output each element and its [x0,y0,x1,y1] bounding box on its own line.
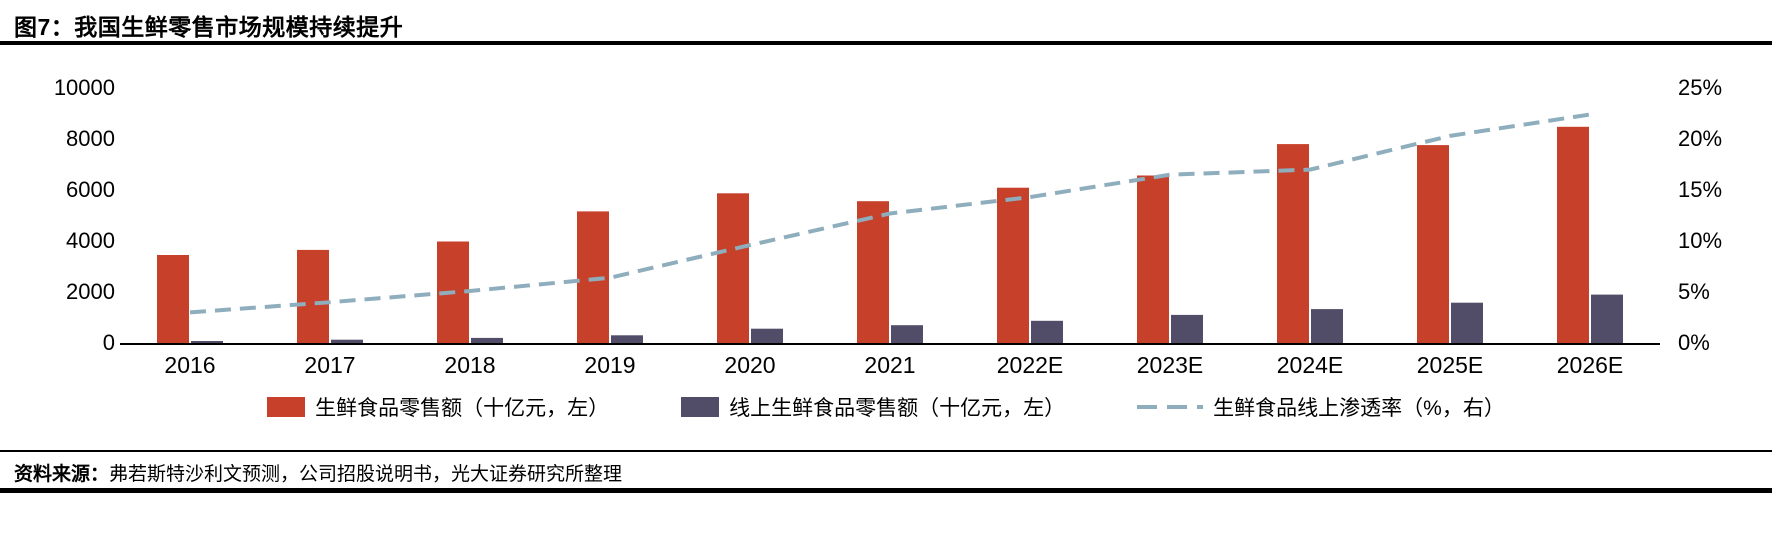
bar-online-retail [1171,314,1203,343]
x-axis-category-label: 2020 [724,352,776,378]
bar-online-retail [611,335,643,343]
legend-label-online-retail: 线上生鲜食品零售额（十亿元，左） [729,397,1066,420]
bar-online-retail [471,337,503,343]
bar-fresh-retail [717,193,749,343]
legend-label-penetration: 生鲜食品线上渗透率（%，右） [1213,397,1505,420]
bar-online-retail [891,325,923,343]
bar-fresh-retail [997,187,1029,343]
left-axis-tick-label: 6000 [66,177,115,202]
x-axis-category-label: 2021 [864,352,916,378]
legend-label-fresh-retail: 生鲜食品零售额（十亿元，左） [315,397,610,420]
legend-swatch-fresh-bar-icon [267,397,306,417]
x-axis-category-label: 2026E [1556,352,1624,378]
x-axis-category-label: 2019 [584,352,636,378]
source-text: 弗若斯特沙利文预测，公司招股说明书，光大证券研究所整理 [109,464,623,485]
bar-fresh-retail [1417,145,1449,343]
right-axis-tick-label: 10% [1678,228,1723,253]
source-label: 资料来源： [14,464,110,485]
right-axis-tick-label: 20% [1678,126,1723,151]
legend-item-fresh-retail: 生鲜食品零售额（十亿元，左） [267,392,609,422]
legend-swatch-dashed-line-icon [1137,405,1204,409]
x-axis-category-label: 2024E [1276,352,1344,378]
bar-online-retail [191,341,223,343]
left-axis-tick-label: 4000 [66,228,115,253]
left-axis-tick-label: 8000 [66,126,115,151]
bar-fresh-retail [1277,144,1309,343]
title-divider-line [0,41,1772,45]
legend-item-online-retail: 线上生鲜食品零售额（十亿元，左） [681,392,1065,422]
bar-fresh-retail [297,249,329,343]
legend-item-penetration: 生鲜食品线上渗透率（%，右） [1137,392,1505,422]
right-axis-tick-label: 0% [1678,330,1710,355]
bar-fresh-retail [1137,175,1169,343]
x-axis-category-label: 2017 [304,352,356,378]
source-divider-line [0,450,1772,452]
source-note: 资料来源：弗若斯特沙利文预测，公司招股说明书，光大证券研究所整理 [14,459,622,486]
right-axis-ticks: 0% 5% 10% 15% 20% 25% [1678,75,1768,355]
bottom-border-line [0,488,1772,493]
left-axis-tick-label: 2000 [66,279,115,304]
bar-fresh-retail [1557,126,1589,343]
chart-plot-area [120,112,1660,345]
x-axis-category-label: 2016 [164,352,216,378]
bar-online-retail [1031,320,1063,343]
right-axis-tick-label: 5% [1678,279,1710,304]
bar-fresh-retail [857,201,889,343]
bar-online-retail [1451,302,1483,343]
x-axis-category-label: 2025E [1416,352,1484,378]
bar-online-retail [331,339,363,343]
figure-title: 图7：我国生鲜零售市场规模持续提升 [14,14,404,40]
bar-online-retail [1311,309,1343,343]
x-axis-category-label: 2022E [996,352,1064,378]
left-axis-ticks: 0 2000 4000 6000 8000 10000 [30,75,115,355]
left-axis-tick-label: 0 [102,330,115,355]
x-axis-category-label: 2023E [1136,352,1204,378]
bar-fresh-retail [157,255,189,343]
x-axis-labels: 2016 2017 2018 2019 2020 2021 2022E 2023E 2024E 2… [120,352,1660,379]
x-axis-category-label: 2018 [444,352,496,378]
right-axis-tick-label: 15% [1678,177,1723,202]
penetration-line [189,112,1591,315]
legend-swatch-online-bar-icon [681,397,720,417]
bar-online-retail [1591,294,1623,343]
left-axis-tick-label: 10000 [53,75,115,100]
chart-legend: 生鲜食品零售额（十亿元，左） 线上生鲜食品零售额（十亿元，左） 生鲜食品线上渗透… [0,392,1772,422]
x-axis-line [120,343,1660,345]
right-axis-tick-label: 25% [1678,75,1723,100]
bar-online-retail [751,328,783,343]
